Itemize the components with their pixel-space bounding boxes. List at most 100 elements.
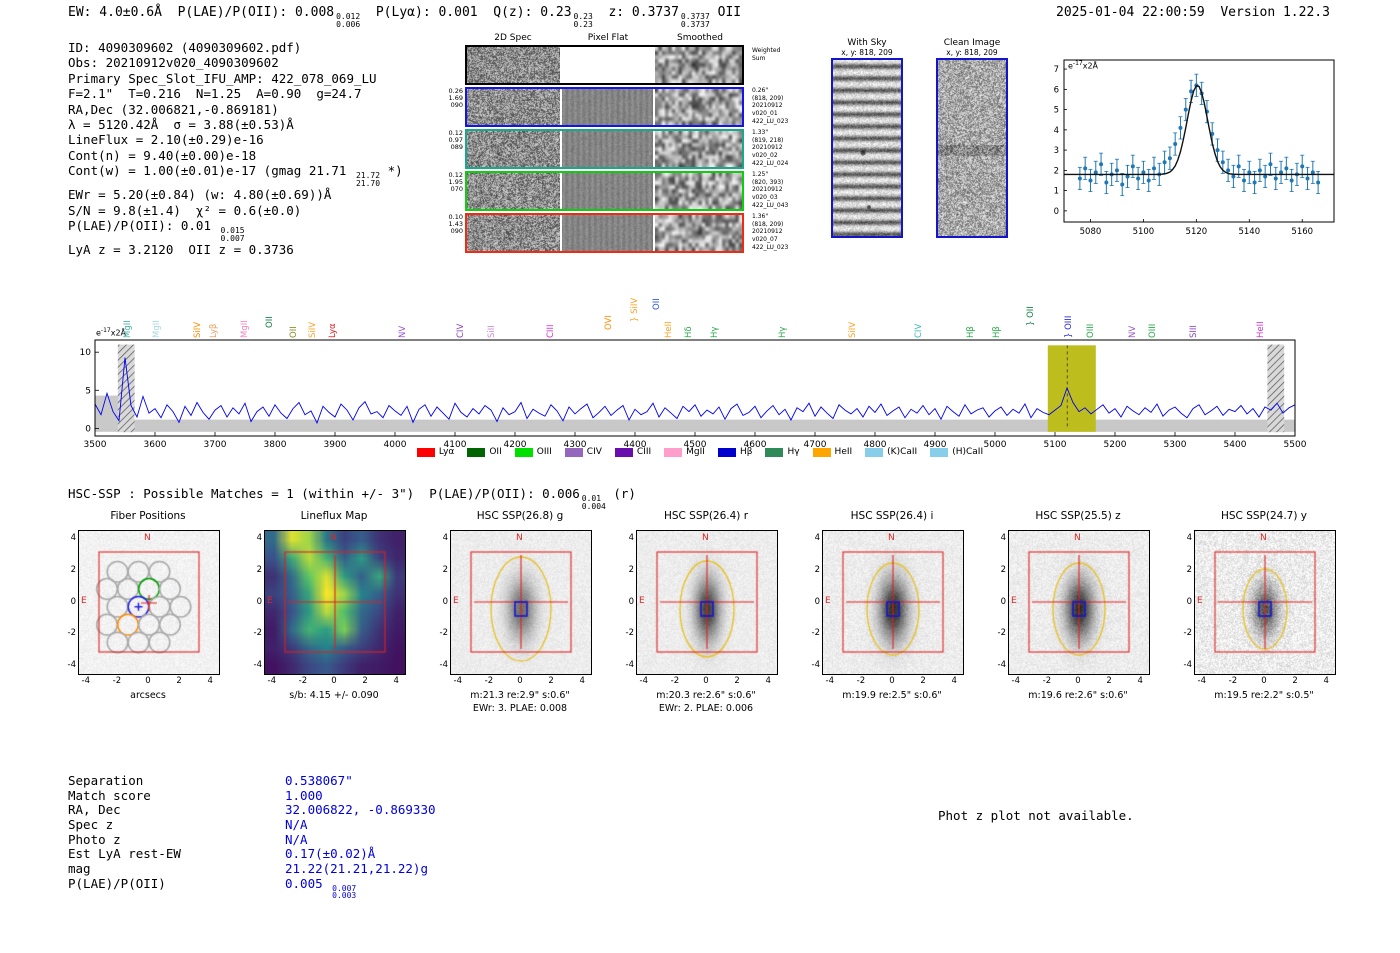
svg-text:4200: 4200 <box>504 440 527 450</box>
x-tick-label: -4 <box>453 676 462 686</box>
spec2d-row-right-label: 0.26" (818, 209) 20210912 v020_01 422_LU_023 <box>752 87 789 125</box>
spec2d-row <box>465 171 744 211</box>
svg-text:5400: 5400 <box>1224 440 1247 450</box>
line-label-HeII: HeII <box>664 321 674 338</box>
svg-text:3500: 3500 <box>84 440 107 450</box>
x-tick-label: 0 <box>517 676 523 686</box>
spec2d-cell <box>467 173 560 209</box>
y-tick-label: -4 <box>625 660 634 671</box>
text-segment: P(Lyα): 0.001 Q(z): 0.23 <box>360 5 572 20</box>
y-tick-label: 0 <box>70 596 76 607</box>
x-tick-label: -4 <box>267 676 276 686</box>
cutout-caption: arcsecs <box>130 690 166 701</box>
lineflux-image <box>264 530 406 675</box>
x-tick-label: 0 <box>703 676 709 686</box>
x-tick-label: 0 <box>889 676 895 686</box>
y-tick-label: 0 <box>814 596 820 607</box>
line-label-NV: NV <box>1127 325 1138 338</box>
spec2d-cell <box>655 47 742 83</box>
match-label: RA, Dec <box>68 802 121 818</box>
svg-text:5100: 5100 <box>1133 227 1155 237</box>
line-label-SIII: SIII <box>1189 325 1199 338</box>
stacked-fraction: 0.01 0.004 <box>581 494 606 511</box>
compass-e-label: E <box>825 595 831 606</box>
info-line: λ = 5120.42Å σ = 3.88(±0.53)Å <box>68 117 403 132</box>
cutout-caption-2: EWr: 2. PLAE: 0.006 <box>658 703 754 714</box>
info-line: EWr = 5.20(±0.84) (w: 4.80(±0.69))Å <box>68 187 403 202</box>
y-tick-label: 2 <box>1000 564 1006 575</box>
text-segment: 21.22(21.21,21.22)g <box>285 861 428 877</box>
svg-text:5140: 5140 <box>1238 227 1260 237</box>
svg-text:4: 4 <box>1054 126 1059 136</box>
match-value: 0.17(±0.02)Å <box>285 846 375 861</box>
cutout-caption-2: EWr: 3. PLAE: 0.008 <box>472 703 568 714</box>
line-label-NV: NV <box>398 325 409 338</box>
text-segment: 0.538067" <box>285 773 353 788</box>
match-label: P(LAE)/P(OII) <box>68 875 166 891</box>
y-tick-label: 2 <box>814 564 820 575</box>
spec2d-row-right-label: Weighted Sum <box>752 47 781 62</box>
match-label: Photo z <box>68 831 121 847</box>
line-label-OIII: OIII <box>1148 323 1159 338</box>
x-tick-label: 2 <box>362 676 368 686</box>
compass-n-label: N <box>330 533 337 543</box>
text-segment: z: 0.3737 <box>592 5 679 20</box>
info-line: RA,Dec (32.006821,-0.869181) <box>68 102 403 117</box>
sky-panel-title: Clean Image <box>943 38 1001 48</box>
compass-n-label: N <box>702 533 709 543</box>
stacked-fraction: 0.012 0.006 <box>336 12 361 29</box>
spec2d-image <box>467 131 560 167</box>
svg-text:4600: 4600 <box>744 440 767 450</box>
text-segment: 1.000 <box>285 787 323 803</box>
line-label-CIII: CIII <box>545 324 556 338</box>
legend-swatch <box>930 447 949 457</box>
line-label-Hγ: Hγ <box>710 326 721 338</box>
spec2d-cell <box>467 131 560 167</box>
spec2d-cell <box>562 131 653 167</box>
x-tick-label: 4 <box>1137 676 1143 686</box>
x-tick-label: -2 <box>1228 676 1238 686</box>
legend-swatch <box>416 447 435 457</box>
svg-text:2: 2 <box>1054 166 1059 176</box>
x-tick-label: -2 <box>112 676 122 686</box>
text-segment: 0.17(±0.02)Å <box>285 846 376 862</box>
spec2d-cell <box>562 47 653 83</box>
cutout-caption: m:19.5 re:2.2" s:0.5" <box>1214 690 1314 701</box>
smoothed-image <box>655 215 742 251</box>
smoothed-image <box>655 173 742 209</box>
cutout-panel-y: HSC SSP(24.7) y N E 4 2 0 -2 -4 -4 -2 0 2 4 m:19.5 re… <box>1164 508 1364 723</box>
legend-item: CIII <box>614 447 651 457</box>
stacked-fraction: 0.23 0.23 <box>573 12 593 29</box>
compass-e-label: E <box>81 595 87 606</box>
compass-n-label: N <box>516 533 523 543</box>
hsc-matches-line: HSC-SSP : Possible Matches = 1 (within +… <box>68 486 636 510</box>
fibers-image <box>78 530 220 675</box>
spec2d-row-left-label: 0.12 0.97 089 <box>448 129 463 152</box>
spectrum-svg: 0 5 10 3500 3600 3700 3800 3900 4000 4100 4200 4300… <box>80 339 1307 450</box>
pixelflat-image <box>562 173 653 209</box>
text-segment: RA,Dec (32.006821,-0.869181) <box>68 101 279 117</box>
y-tick-label: 2 <box>70 564 76 575</box>
legend-item: (H)CaII <box>930 447 983 457</box>
line-label-OII: OII <box>652 298 662 310</box>
x-tick-label: -4 <box>639 676 648 686</box>
spec2d-cell <box>655 131 742 167</box>
spec2d-panel: 2D Spec Pixel Flat Smoothed Weighted Sum 0.26… <box>449 33 788 263</box>
cutout-caption: s/b: 4.15 +/- 0.090 <box>289 690 379 701</box>
text-segment: N/A <box>285 817 308 833</box>
spec2d-image <box>467 47 560 83</box>
line-label-OVI: OVI <box>604 315 614 330</box>
svg-text:3900: 3900 <box>324 440 347 450</box>
compass-n-label: N <box>1260 533 1267 543</box>
x-tick-label: -4 <box>81 676 90 686</box>
line-label-OII: OII <box>289 326 299 338</box>
spec2d-cell <box>467 47 560 83</box>
stacked-fraction: 0.015 0.007 <box>220 226 245 243</box>
svg-text:5: 5 <box>1054 106 1059 116</box>
svg-text:0: 0 <box>1054 207 1059 217</box>
text-segment: 32.006822, -0.869330 <box>285 802 436 818</box>
legend-label: HeII <box>834 447 853 457</box>
smoothed-image <box>655 131 742 167</box>
text-segment: λ = 5120.42Å σ = 3.88(±0.53)Å <box>68 117 294 133</box>
compass-e-label: E <box>267 595 273 606</box>
